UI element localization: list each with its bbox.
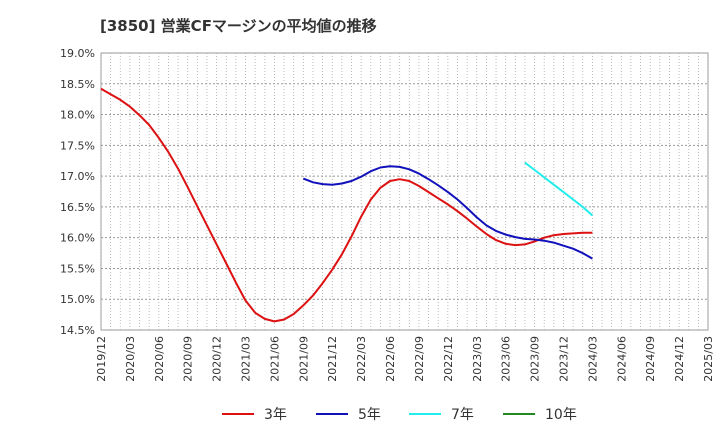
- x-tick-label: 2024/06: [615, 336, 628, 382]
- x-tick-label: 2023/09: [529, 336, 542, 382]
- x-tick-label: 2025/03: [702, 336, 715, 382]
- legend-label: 10年: [545, 407, 577, 423]
- x-tick-label: 2021/09: [297, 336, 310, 382]
- y-tick-label: 18.0%: [60, 109, 95, 122]
- y-tick-label: 15.5%: [60, 262, 95, 275]
- x-tick-label: 2020/09: [182, 336, 195, 382]
- x-tick-label: 2023/03: [471, 336, 484, 382]
- x-axis: 2019/12 2020/03 2020/06 2020/09 2020/12 2021/…: [95, 336, 715, 382]
- x-tick-label: 2022/03: [355, 336, 368, 382]
- x-tick-label: 2022/09: [413, 336, 426, 382]
- x-tick-label: 2020/12: [211, 336, 224, 382]
- y-tick-label: 17.5%: [60, 139, 95, 152]
- x-tick-label: 2020/03: [124, 336, 137, 382]
- y-tick-label: 16.5%: [60, 201, 95, 214]
- x-tick-label: 2020/06: [153, 336, 166, 382]
- series-line: [302, 165, 593, 260]
- series-line: [100, 87, 593, 323]
- y-axis: 19.0% 18.5% 18.0% 17.5% 17.0% 16.5% 16.0% 15.5%…: [60, 47, 95, 337]
- x-tick-label: 2024/03: [586, 336, 599, 382]
- x-tick-label: 2024/12: [673, 336, 686, 382]
- x-tick-label: 2024/09: [644, 336, 657, 382]
- legend-label: 5年: [358, 407, 381, 423]
- y-tick-label: 15.0%: [60, 293, 95, 306]
- x-tick-label: 2023/06: [500, 336, 513, 382]
- legend-label: 7年: [451, 407, 474, 423]
- x-tick-label: 2023/12: [557, 336, 570, 382]
- plot-area: [100, 52, 709, 331]
- y-tick-label: 14.5%: [60, 324, 95, 337]
- y-tick-label: 19.0%: [60, 47, 95, 60]
- y-tick-label: 18.5%: [60, 78, 95, 91]
- x-tick-label: 2021/06: [268, 336, 281, 382]
- legend-label: 3年: [264, 407, 287, 423]
- series-line: [524, 161, 594, 217]
- chart-title: [3850] 営業CFマージンの平均値の推移: [100, 17, 377, 35]
- x-tick-label: 2019/12: [95, 336, 108, 382]
- y-tick-label: 17.0%: [60, 170, 95, 183]
- series-lines: [100, 87, 594, 323]
- x-tick-label: 2022/06: [384, 336, 397, 382]
- y-tick-label: 16.0%: [60, 232, 95, 245]
- legend: 3年 5年 7年 10年: [222, 407, 577, 423]
- x-tick-label: 2021/12: [326, 336, 339, 382]
- x-tick-label: 2022/12: [442, 336, 455, 382]
- x-tick-label: 2021/03: [240, 336, 253, 382]
